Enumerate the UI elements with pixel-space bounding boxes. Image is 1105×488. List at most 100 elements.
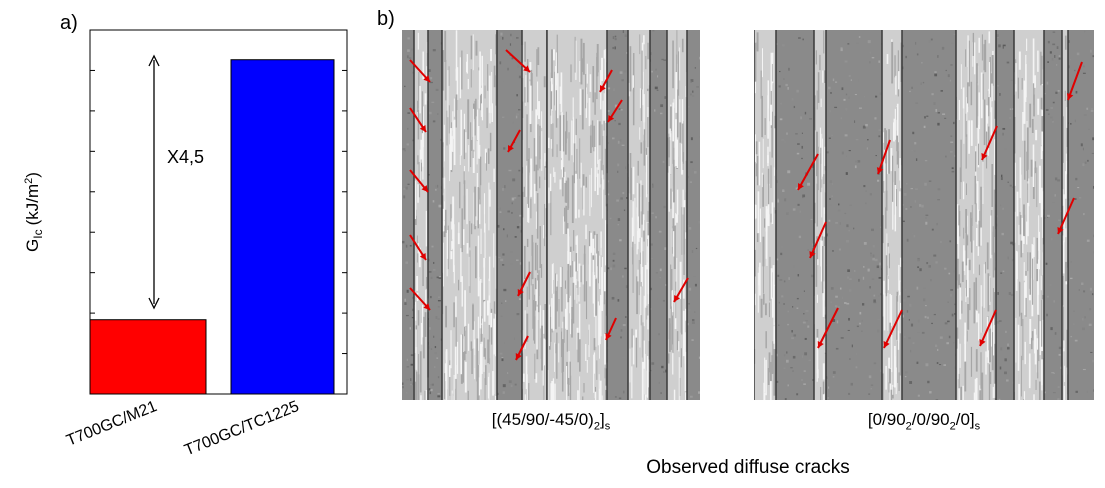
texture-speck (922, 298, 926, 302)
texture-speck (953, 121, 955, 125)
texture-speck (954, 154, 957, 157)
texture-speck (807, 182, 811, 186)
texture-speck (1053, 300, 1055, 303)
texture-speck (1089, 287, 1093, 291)
texture-speck (660, 392, 662, 395)
texture-speck (437, 376, 440, 379)
texture-speck (1006, 61, 1010, 64)
texture-speck (510, 251, 513, 253)
texture-speck (783, 367, 786, 370)
texture-speck (1090, 110, 1094, 112)
texture-speck (786, 132, 788, 135)
texture-speck (1009, 116, 1011, 119)
texture-speck (502, 228, 505, 231)
texture-speck (1046, 295, 1049, 298)
texture-speck (809, 118, 812, 120)
texture-speck (407, 49, 410, 52)
texture-speck (405, 261, 409, 264)
texture-speck (873, 362, 877, 365)
texture-speck (803, 313, 805, 315)
texture-speck (861, 319, 863, 322)
chart-frame (89, 29, 348, 395)
texture-speck (878, 276, 882, 279)
texture-speck (1081, 282, 1084, 285)
texture-speck (807, 325, 810, 328)
texture-speck (1052, 43, 1056, 46)
texture-speck (1089, 308, 1092, 311)
texture-speck (782, 189, 785, 192)
texture-speck (690, 93, 692, 96)
texture-speck (851, 344, 853, 348)
texture-speck (1011, 259, 1015, 262)
texture-speck (927, 380, 930, 384)
texture-speck (858, 278, 860, 282)
texture-speck (931, 228, 934, 231)
texture-speck (656, 89, 659, 91)
texture-speck (850, 382, 853, 386)
caption-right: [0/902/0/902/0]s (867, 410, 981, 433)
crack-arrow (409, 169, 429, 193)
texture-speck (862, 125, 866, 129)
texture-speck (800, 116, 802, 120)
texture-speck (1092, 185, 1094, 189)
texture-speck (780, 245, 784, 249)
texture-speck (434, 346, 437, 349)
texture-speck (792, 306, 794, 308)
texture-speck (507, 372, 509, 374)
texture-speck (919, 268, 922, 272)
texture-speck (926, 316, 930, 319)
texture-speck (788, 67, 790, 71)
texture-speck (875, 95, 878, 98)
texture-speck (1075, 177, 1078, 181)
texture-speck (845, 172, 848, 175)
texture-speck (616, 199, 619, 202)
texture-speck (1087, 159, 1089, 162)
texture-speck (996, 34, 999, 38)
texture-speck (614, 35, 617, 38)
texture-speck (951, 313, 954, 317)
crack-arrow (505, 49, 531, 73)
texture-speck (438, 204, 442, 208)
texture-speck (1070, 335, 1073, 338)
texture-speck (845, 93, 848, 96)
texture-speck (502, 116, 505, 118)
texture-speck (691, 339, 694, 341)
texture-speck (622, 275, 624, 278)
texture-speck (614, 104, 618, 108)
texture-speck (917, 266, 920, 269)
texture-speck (1082, 72, 1086, 74)
texture-speck (1005, 330, 1007, 333)
texture-speck (910, 188, 914, 190)
texture-speck (690, 79, 694, 83)
texture-speck (909, 381, 913, 384)
texture-speck (832, 318, 836, 322)
texture-speck (430, 77, 433, 80)
texture-speck (655, 271, 658, 274)
texture-speck (402, 240, 405, 244)
texture-speck (1086, 239, 1090, 242)
texture-speck (920, 82, 922, 86)
texture-speck (937, 112, 940, 114)
texture-speck (785, 212, 789, 215)
texture-speck (904, 371, 908, 374)
texture-speck (831, 134, 833, 137)
texture-speck (803, 370, 806, 372)
texture-speck (921, 204, 924, 208)
texture-speck (511, 211, 513, 214)
texture-speck (662, 371, 665, 373)
texture-speck (786, 351, 788, 354)
texture-speck (432, 200, 435, 203)
texture-speck (905, 289, 907, 291)
ratio-arrow (148, 54, 160, 310)
texture-speck (403, 188, 406, 190)
texture-speck (949, 79, 952, 82)
texture-speck (664, 247, 667, 251)
texture-speck (801, 132, 803, 134)
texture-speck (432, 49, 436, 52)
texture-speck (845, 107, 848, 111)
texture-speck (660, 229, 664, 231)
texture-speck (428, 69, 431, 72)
crack-arrow (673, 277, 689, 303)
texture-speck (693, 275, 696, 278)
texture-speck (1083, 290, 1086, 293)
